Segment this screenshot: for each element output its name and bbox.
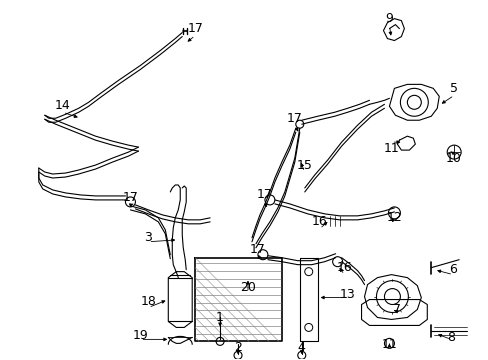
Text: 17: 17	[122, 192, 138, 204]
Text: 11: 11	[381, 338, 397, 351]
Text: 12: 12	[386, 211, 402, 224]
Text: 3: 3	[144, 231, 152, 244]
Text: 8: 8	[447, 331, 454, 344]
Text: 19: 19	[132, 329, 148, 342]
Text: 17: 17	[286, 112, 302, 125]
Text: 4: 4	[297, 341, 305, 354]
Text: 16: 16	[336, 261, 352, 274]
Text: 6: 6	[448, 263, 456, 276]
Text: 2: 2	[234, 341, 242, 354]
Text: 11: 11	[383, 141, 399, 155]
Text: 10: 10	[445, 152, 460, 165]
Text: 17: 17	[257, 188, 272, 202]
Text: 1: 1	[216, 311, 224, 324]
Text: 18: 18	[140, 295, 156, 308]
Text: 9: 9	[385, 12, 392, 25]
Text: 15: 15	[296, 158, 312, 172]
Text: 7: 7	[393, 303, 401, 316]
Text: 17: 17	[187, 22, 203, 35]
Text: 14: 14	[55, 99, 70, 112]
Text: 16: 16	[311, 215, 327, 228]
Text: 17: 17	[249, 243, 265, 256]
Text: 13: 13	[339, 288, 355, 301]
Text: 20: 20	[240, 281, 255, 294]
Text: 5: 5	[449, 82, 457, 95]
